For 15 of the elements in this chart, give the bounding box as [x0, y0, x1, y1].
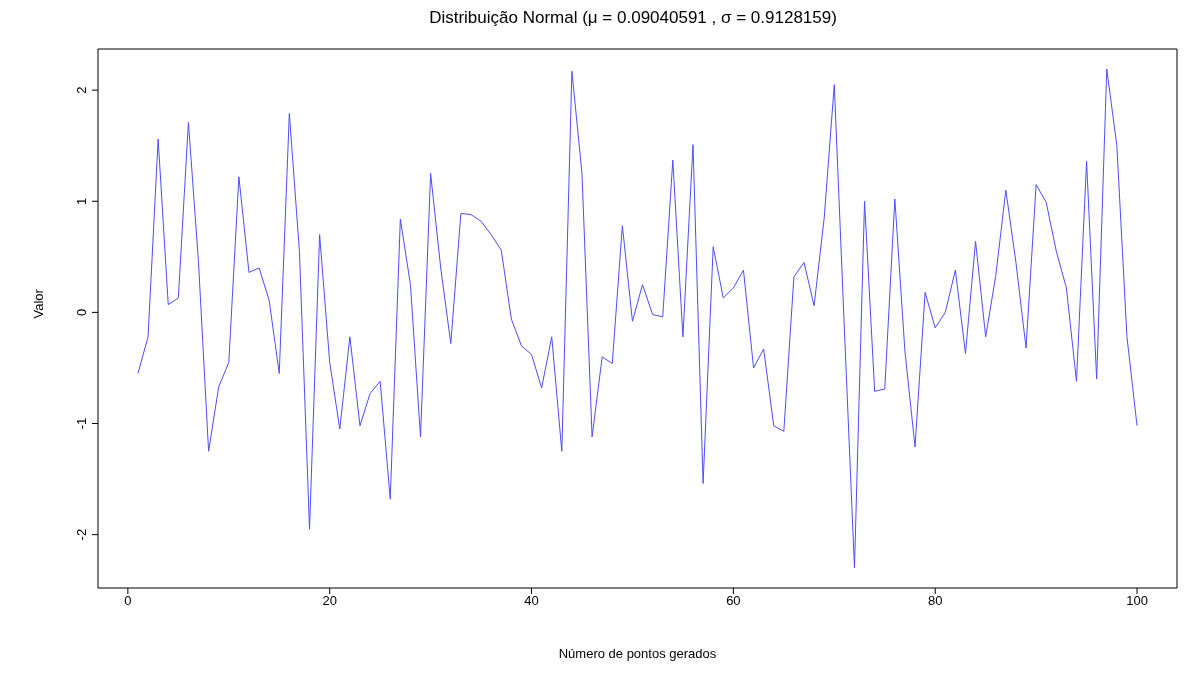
x-tick-label: 20 [322, 593, 337, 609]
y-axis-title: Valor [30, 288, 46, 319]
y-tick-label: 2 [74, 86, 89, 94]
y-tick-label: 1 [74, 197, 89, 205]
y-tick-label: -1 [74, 417, 89, 430]
x-tick-label: 60 [726, 593, 741, 609]
x-tick-label: 0 [124, 593, 132, 609]
x-tick-label: 100 [1126, 593, 1148, 609]
x-axis-title: Número de pontos gerados [558, 646, 717, 661]
x-tick-label: 80 [927, 593, 943, 609]
chart-title: Distribuição Normal (μ = 0.09040591 , σ = 0.9128159) [428, 8, 838, 28]
y-tick-label: 0 [74, 308, 89, 316]
line-series [137, 68, 1138, 569]
x-tick-label: 40 [524, 593, 539, 609]
y-tick-label: -2 [74, 528, 89, 541]
